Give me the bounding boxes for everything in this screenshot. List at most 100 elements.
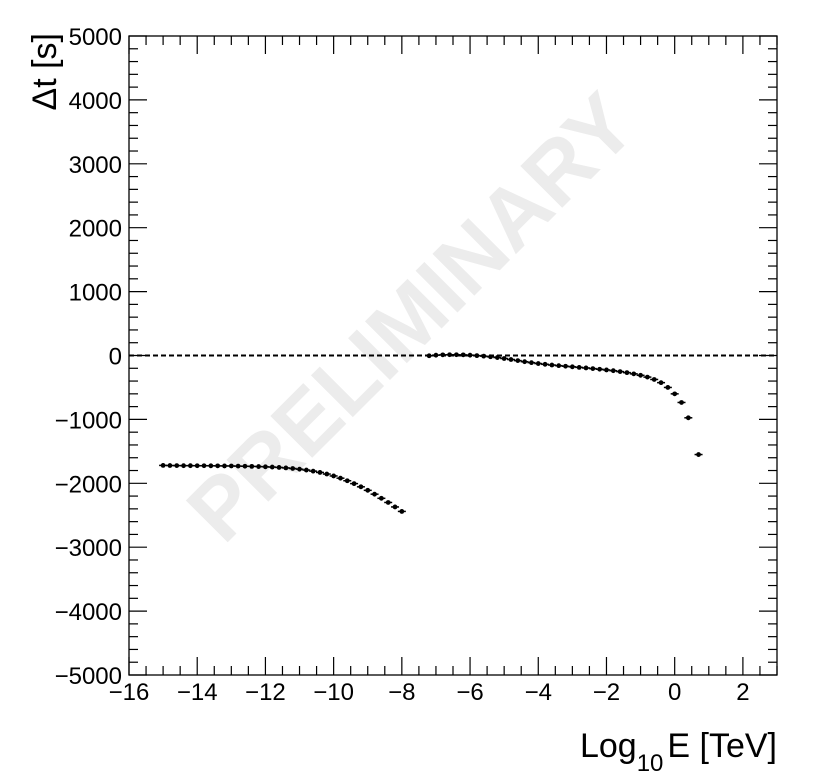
point-marker [508,357,514,362]
x-tick-label: 2 [736,679,749,706]
point-marker [696,452,701,457]
data-point [350,481,359,487]
data-points [159,352,703,514]
data-point [588,366,597,371]
point-marker [556,363,562,369]
point-marker [549,362,555,368]
point-marker [365,487,371,493]
point-marker [515,358,521,364]
data-point [315,470,324,475]
point-marker [249,463,255,469]
x-tick-label: 0 [668,679,681,706]
data-point [677,400,686,405]
data-point [288,466,297,471]
data-point [200,463,209,469]
point-marker [215,463,221,469]
data-point [165,463,174,468]
data-point [500,356,509,361]
data-point [595,366,604,372]
x-axis-title: Log10 E [TeV] [580,727,777,777]
data-point [206,463,215,469]
y-tick-label: −1000 [55,407,122,434]
point-marker [351,481,357,487]
point-marker [290,466,296,471]
data-point [684,415,693,421]
x-tick-label: −12 [245,679,286,706]
point-marker [263,464,268,470]
x-tick-labels: −16 −14 −12 −10 −8 −6 −4 −2 0 2 [109,679,750,706]
data-point [336,475,345,481]
x-tick-label: −10 [313,679,354,706]
data-point [650,377,659,382]
point-marker [569,364,575,370]
data-point [657,380,666,386]
point-marker [583,365,589,371]
data-point [240,463,249,469]
preliminary-watermark: PRELIMINARY [169,75,654,560]
data-point [472,353,481,359]
y-tick-label: −5000 [55,663,122,690]
point-marker [235,463,241,469]
x-axis-title-main: Log [580,727,637,765]
data-point [254,464,263,469]
point-marker [392,504,398,510]
point-marker [276,465,282,470]
y-tick-label: −2000 [55,471,122,498]
data-point [391,504,400,510]
data-point [520,359,529,365]
data-point [602,367,611,373]
data-point [622,370,631,376]
data-point [302,467,311,473]
x-tick-label: −16 [109,679,150,706]
point-marker [617,369,623,375]
point-marker [344,478,350,484]
point-marker [651,377,657,382]
data-point [561,363,570,369]
data-point [179,463,188,469]
point-marker [385,500,391,505]
data-point [694,452,703,457]
data-point [534,361,543,366]
data-point [486,354,495,360]
point-marker [672,391,678,397]
point-marker [631,371,637,377]
point-marker [372,491,377,497]
data-point [629,371,638,377]
x-tick-label: −14 [177,679,218,706]
data-point [425,353,434,359]
point-marker [324,471,330,477]
point-marker [331,473,337,479]
point-marker [645,374,650,380]
point-marker [542,361,548,367]
data-point [186,463,195,469]
data-point [384,500,393,505]
point-marker [201,463,207,469]
data-point [636,372,645,378]
point-marker [467,352,473,358]
y-tick-label: 3000 [69,152,122,179]
data-point [609,368,618,374]
data-point [343,478,352,484]
data-point [309,468,318,474]
point-marker [358,484,364,490]
point-marker [194,463,200,469]
y-tick-label: −3000 [55,535,122,562]
y-axis-title: Δt [s] [26,33,64,111]
point-marker [269,464,275,470]
point-marker [638,372,643,378]
data-point [193,463,202,469]
point-marker [501,356,507,361]
data-point [479,353,488,359]
data-point [616,369,625,375]
data-point [370,491,379,497]
data-point [281,465,290,471]
point-marker [297,466,302,472]
data-point [663,385,672,390]
data-point [234,463,243,469]
point-marker [338,475,343,481]
y-tick-label: 1000 [69,280,122,307]
point-marker [181,463,186,469]
point-marker [597,366,603,372]
data-point [275,465,284,470]
data-point [356,484,365,490]
